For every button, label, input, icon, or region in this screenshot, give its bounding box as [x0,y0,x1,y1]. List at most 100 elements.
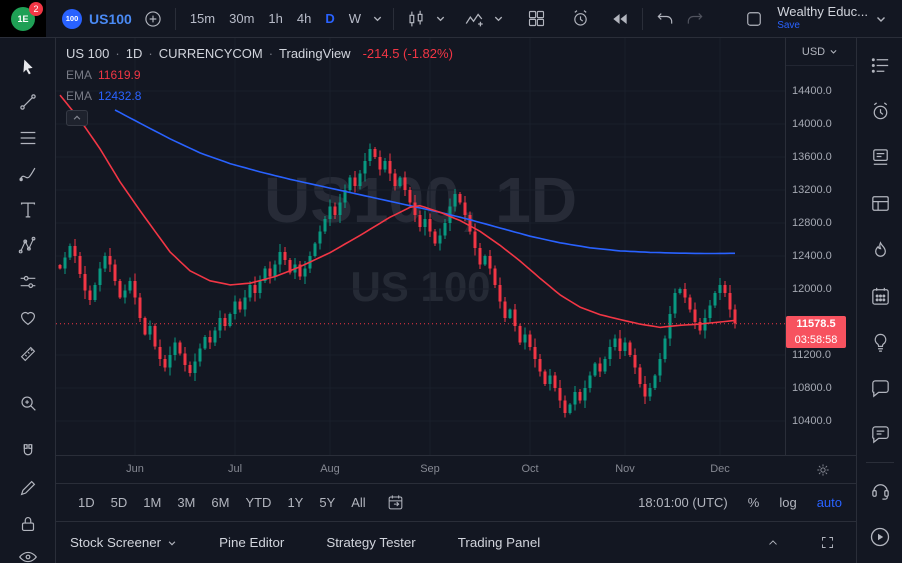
timeframe-15m[interactable]: 15m [183,7,222,30]
range-5y[interactable]: 5Y [311,492,343,513]
watchlist-button[interactable] [867,52,893,78]
chat-button[interactable] [867,375,893,401]
undo-arrow-icon [655,9,675,29]
layout-grid-button[interactable] [521,4,551,34]
message-bubble-icon [869,423,892,446]
range-6m[interactable]: 6M [203,492,237,513]
range-1d[interactable]: 1D [70,492,103,513]
magnet-tool[interactable] [16,440,40,464]
tab-trading-panel[interactable]: Trading Panel [458,535,541,550]
header-symbol[interactable]: US 100 [66,46,110,61]
xabcd-pattern-tool[interactable] [16,234,40,258]
indicator-templates-chevron[interactable] [489,4,507,34]
save-label[interactable]: Save [777,20,800,32]
layout-square-button[interactable] [739,4,769,34]
news-button[interactable] [867,144,893,170]
logo[interactable]: 1E 2 [0,0,46,37]
chart-type-chevron[interactable] [431,4,449,34]
range-ytd[interactable]: YTD [237,492,279,513]
calendar-goto-icon [386,493,405,512]
currency-selector[interactable]: USD [786,38,854,66]
undo-button[interactable] [650,4,680,34]
brush-tool[interactable] [16,162,40,186]
maximize-panel-button[interactable] [812,528,842,558]
layout-name[interactable]: Wealthy Educ... Save [777,4,868,32]
timeframe-dropdown-chevron[interactable] [368,4,386,34]
time-axis-settings-button[interactable] [812,459,834,481]
range-5d[interactable]: 5D [103,492,136,513]
chat-bubble-icon [869,377,892,400]
auto-scale-button[interactable]: auto [816,495,842,510]
layout-menu-chevron[interactable] [872,4,890,34]
compare-add-symbol-button[interactable] [138,4,168,34]
range-all[interactable]: All [343,492,373,513]
indicator-legend-row[interactable]: EMA 12432.8 [66,89,453,103]
tab-stock-screener[interactable]: Stock Screener [70,535,177,550]
header-provider: TradingView [279,46,351,61]
cursor-icon [17,56,39,78]
header-interval[interactable]: 1D [125,46,143,61]
fib-retracement-tool[interactable] [16,126,40,150]
trend-line-tool[interactable] [16,90,40,114]
candlestick-chart[interactable] [56,38,785,455]
grid-icon [526,8,547,29]
redo-button[interactable] [680,4,710,34]
alert-button[interactable] [565,4,595,34]
streams-button[interactable] [867,524,893,550]
text-icon [17,199,39,221]
tab-label: Strategy Tester [326,535,416,550]
price-tick: 12400.0 [792,250,832,262]
header-exchange: CURRENCYCOM [158,46,263,61]
messages-button[interactable] [867,421,893,447]
timeframe-d[interactable]: D [318,7,341,30]
log-scale-button[interactable]: log [779,495,797,510]
go-to-date-button[interactable] [382,489,410,517]
chart-type-button[interactable] [401,4,431,34]
measure-tool[interactable] [16,342,40,366]
alerts-button[interactable] [867,98,893,124]
lock-tool[interactable] [16,512,40,536]
bar-replay-button[interactable] [605,4,635,34]
range-1m[interactable]: 1M [135,492,169,513]
tab-label: Stock Screener [70,535,162,550]
cursor-tool[interactable] [16,55,40,79]
utc-clock[interactable]: 18:01:00 (UTC) [638,495,728,510]
zoom-tool[interactable] [16,391,40,415]
collapse-indicators-button[interactable] [66,110,88,126]
symbol-search-button[interactable]: 100 US100 [56,5,138,33]
text-tool[interactable] [16,198,40,222]
timeframe-4h[interactable]: 4h [290,7,318,30]
indicator-legend-row[interactable]: EMA 11619.9 [66,68,453,82]
tab-strategy-tester[interactable]: Strategy Tester [326,535,415,550]
position-tool[interactable] [16,270,40,294]
percent-scale-button[interactable]: % [747,495,760,510]
collapse-panel-button[interactable] [758,528,788,558]
hide-tool[interactable] [16,545,40,563]
tab-pine-editor[interactable]: Pine Editor [219,535,284,550]
separator-dot: · [148,46,153,61]
range-1y[interactable]: 1Y [279,492,311,513]
indicators-button[interactable] [459,4,489,34]
drawing-mode-tool[interactable] [16,476,40,500]
time-axis-label: Dec [710,463,730,475]
ideas-button[interactable] [867,329,893,355]
tab-label: Pine Editor [219,535,285,550]
timeframe-1h[interactable]: 1h [261,7,289,30]
symbol-label: US100 [89,10,132,27]
timeframe-w[interactable]: W [342,7,368,30]
notification-count-badge: 2 [29,2,43,16]
timeframe-30m[interactable]: 30m [222,7,261,30]
emoji-tool[interactable] [16,306,40,330]
calendar-button[interactable] [867,283,893,309]
tab-label: Trading Panel [457,535,541,550]
price-scale[interactable]: USD 14400.0 14000.0 13600.0 13200.0 12800.0 1… [785,38,854,455]
chart-canvas[interactable]: US100, 1D US 100 US 100 · 1D · CURRENCYC… [56,38,785,455]
top-toolbar: 1E 2 100 US100 15m 30m 1h 4h D W [0,0,902,38]
range-3m[interactable]: 3M [169,492,203,513]
help-button[interactable] [867,477,893,503]
data-window-button[interactable] [867,190,893,216]
time-axis[interactable]: Jun Jul Aug Sep Oct Nov Dec [56,455,856,483]
chevron-down-icon [493,13,504,24]
hotlists-button[interactable] [867,237,893,263]
symbol-header[interactable]: US 100 · 1D · CURRENCYCOM · TradingView … [66,46,453,61]
